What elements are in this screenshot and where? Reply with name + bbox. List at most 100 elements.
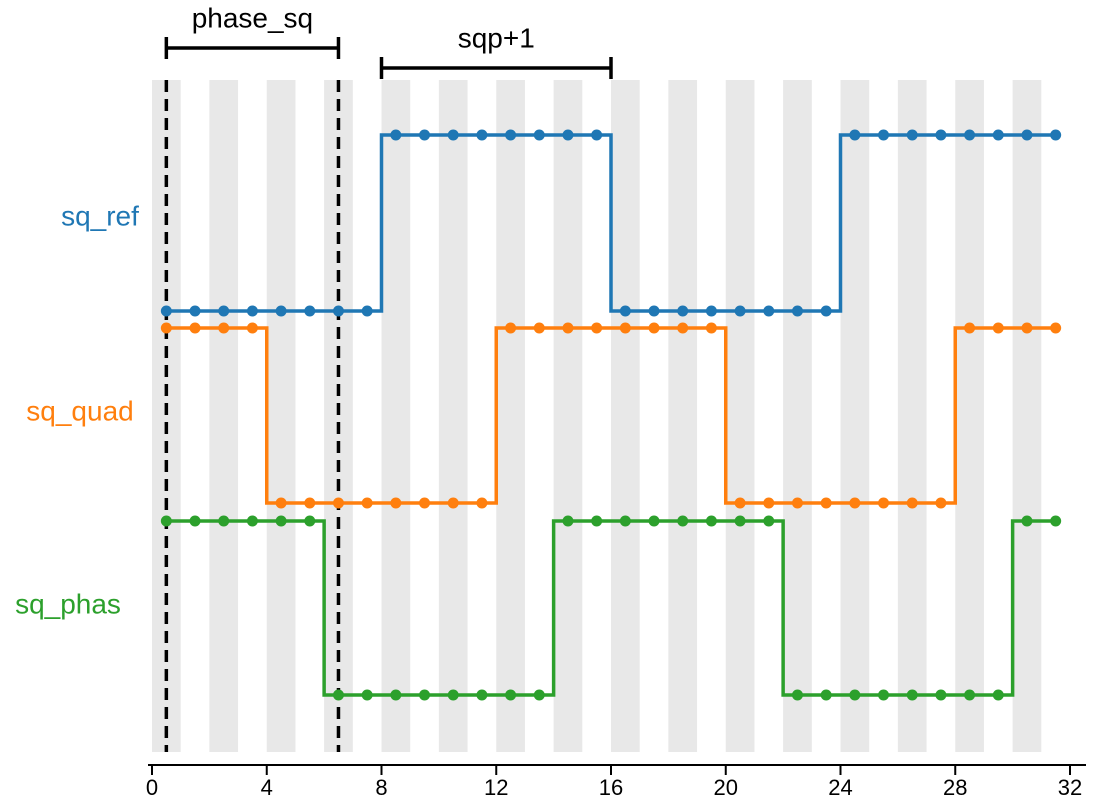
sq_quad-point: [935, 497, 947, 509]
x-tick-label: 0: [146, 775, 158, 800]
x-tick-label: 4: [261, 775, 273, 800]
sq_phas-point: [648, 515, 660, 527]
annotations: phase_sq sqp+1: [164, 2, 613, 79]
shaded-band: [725, 80, 755, 752]
sq_phas-point: [820, 689, 832, 701]
sq_quad-point: [390, 497, 402, 509]
sq_ref-label: sq_ref: [61, 200, 139, 231]
sq_ref-point: [275, 305, 287, 317]
sq_quad-point: [419, 497, 431, 509]
sq_quad-point: [275, 497, 287, 509]
sq_ref-point: [533, 129, 545, 141]
sq_phas-point: [189, 515, 201, 527]
sq_phas-point: [878, 689, 890, 701]
sq_ref-point: [1050, 129, 1062, 141]
sq_phas-point: [562, 515, 574, 527]
sq_quad-point: [189, 322, 201, 334]
sq_ref-point: [447, 129, 459, 141]
shaded-band: [553, 80, 583, 752]
sq_phas-point: [275, 515, 287, 527]
sq_quad-point: [447, 497, 459, 509]
sq_ref-point: [763, 305, 775, 317]
shaded-band: [381, 80, 411, 752]
sq_quad-point: [591, 322, 603, 334]
sq_quad-point: [332, 497, 344, 509]
sq_phas-point: [677, 515, 689, 527]
annotation-label: phase_sq: [192, 2, 313, 33]
shaded-band: [611, 80, 640, 752]
sq_ref-point: [246, 305, 258, 317]
sq_ref-point: [505, 129, 517, 141]
sq_phas-line: [166, 519, 1056, 697]
series-labels: sq_ref sq_quad sq_phas: [15, 200, 139, 619]
sq_phas-point: [390, 689, 402, 701]
sq_ref-point: [906, 129, 918, 141]
sq_phas-point: [849, 689, 861, 701]
sq_quad-point: [533, 322, 545, 334]
shaded-bands: [152, 80, 1042, 752]
sq_ref-point: [476, 129, 488, 141]
shaded-band: [496, 80, 525, 752]
series-group: [160, 129, 1062, 701]
sq_ref-point: [562, 129, 574, 141]
sq_quad-point: [734, 497, 746, 509]
sq_quad-point: [361, 497, 373, 509]
sq_quad-point: [820, 497, 832, 509]
sq_quad-point: [763, 497, 775, 509]
x-tick-label: 8: [375, 775, 387, 800]
sq_phas-point: [705, 515, 717, 527]
sq_ref-point: [160, 305, 172, 317]
sq_quad-point: [648, 322, 660, 334]
shaded-band: [955, 80, 984, 752]
sq_quad-point: [791, 497, 803, 509]
sq_phas-point: [619, 515, 631, 527]
sq_ref-point: [820, 305, 832, 317]
sq_quad-point: [992, 322, 1004, 334]
sq_ref-point: [849, 129, 861, 141]
sq_quad-point: [160, 322, 172, 334]
sq_ref-point: [992, 129, 1004, 141]
sq_phas-point: [304, 515, 316, 527]
shaded-band: [668, 80, 698, 752]
sq_ref-point: [648, 305, 660, 317]
sq_quad-point: [304, 497, 316, 509]
shaded-band: [783, 80, 812, 752]
sq_ref-point: [935, 129, 947, 141]
sq_ref-point: [705, 305, 717, 317]
sq_ref-point: [189, 305, 201, 317]
shaded-band: [266, 80, 296, 752]
sq_quad-point: [1021, 322, 1033, 334]
sq_quad-point: [619, 322, 631, 334]
sq_ref-point: [390, 129, 402, 141]
sq_quad-line: [166, 326, 1056, 505]
sq_quad-point: [705, 322, 717, 334]
sq_ref-point: [878, 129, 890, 141]
sq_phas-point: [906, 689, 918, 701]
sq_phas-point: [763, 515, 775, 527]
sq_quad-point: [677, 322, 689, 334]
sq_ref-point: [591, 129, 603, 141]
sq_phas-point: [734, 515, 746, 527]
sq_quad-label: sq_quad: [26, 395, 133, 426]
x-tick-label: 32: [1058, 775, 1082, 800]
x-tick-label: 16: [599, 775, 623, 800]
sq_quad-point: [964, 322, 976, 334]
shaded-band: [840, 80, 870, 752]
sq_quad-point: [906, 497, 918, 509]
sq_ref-point: [964, 129, 976, 141]
x-tick-label: 20: [714, 775, 738, 800]
sq_ref-point: [361, 305, 373, 317]
sq_phas-point: [505, 689, 517, 701]
sq_ref-point: [218, 305, 230, 317]
sq_quad-point: [1050, 322, 1062, 334]
sq_ref-point: [791, 305, 803, 317]
sq_quad-point: [562, 322, 574, 334]
sq_phas-point: [1021, 515, 1033, 527]
sq_ref-point: [619, 305, 631, 317]
sq_quad-point: [849, 497, 861, 509]
sq_quad-point: [878, 497, 890, 509]
sq_quad-point: [246, 322, 258, 334]
sq_phas-label: sq_phas: [15, 588, 121, 619]
sq_phas-point: [218, 515, 230, 527]
